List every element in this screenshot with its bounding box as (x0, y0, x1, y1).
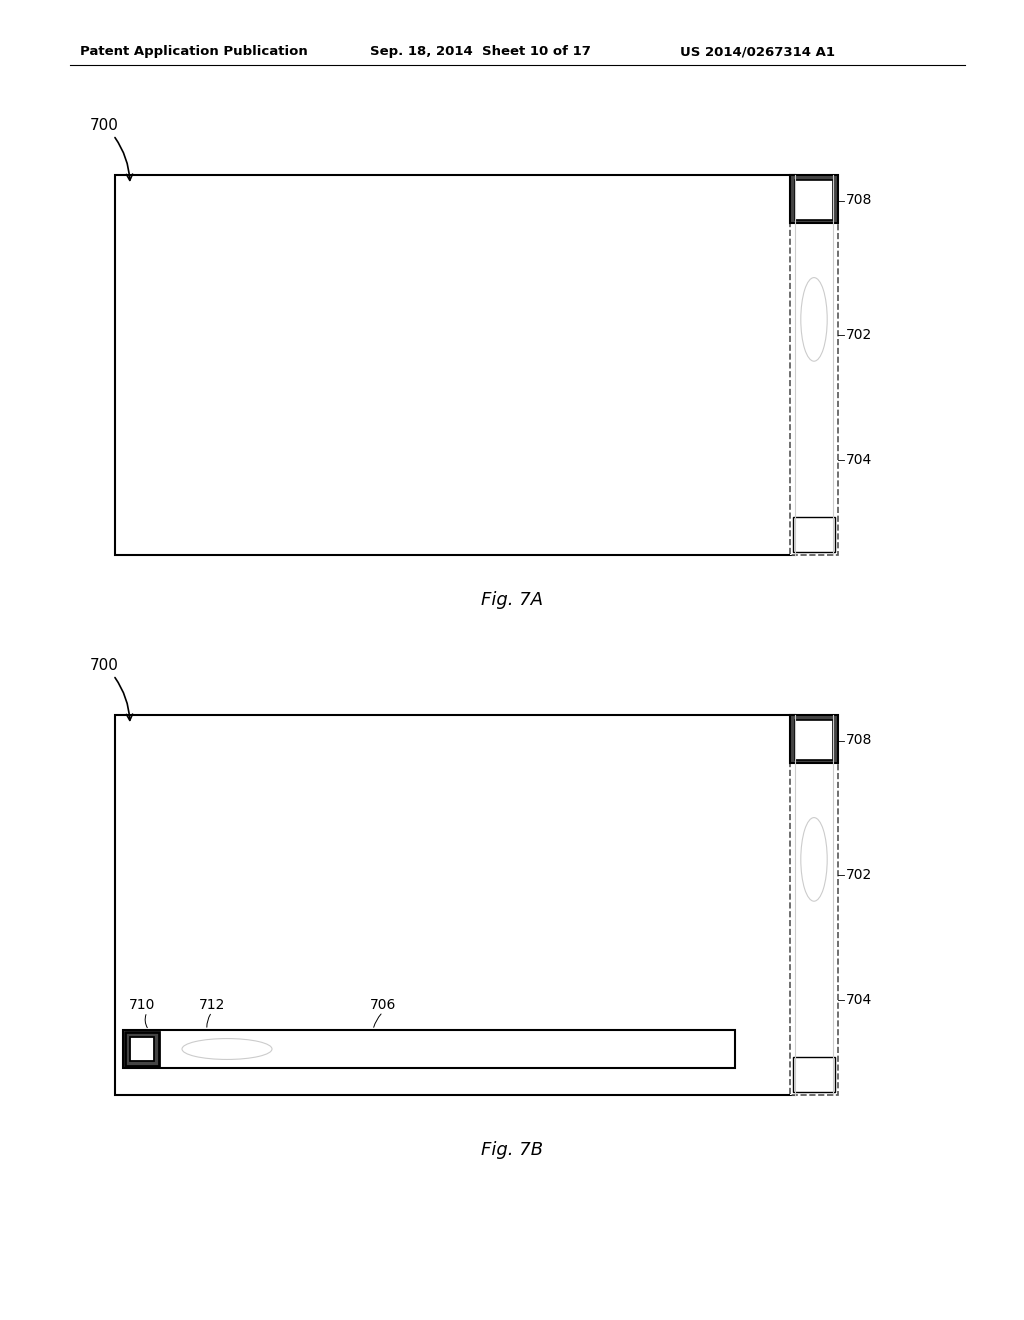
Ellipse shape (801, 817, 827, 902)
Bar (790, 176, 838, 554)
Bar (115, 176, 795, 554)
Text: Sep. 18, 2014  Sheet 10 of 17: Sep. 18, 2014 Sheet 10 of 17 (370, 45, 591, 58)
Text: 706: 706 (370, 998, 396, 1012)
Bar (115, 715, 795, 1096)
Text: 710: 710 (129, 998, 156, 1012)
Text: 700: 700 (90, 657, 132, 721)
Text: 708: 708 (846, 734, 872, 747)
Bar (795, 180, 833, 220)
Bar (793, 1057, 835, 1092)
Text: 702: 702 (846, 867, 872, 882)
Text: 704: 704 (846, 453, 872, 467)
Bar (790, 715, 838, 1096)
Ellipse shape (182, 1039, 272, 1060)
Bar (790, 715, 838, 763)
Text: Fig. 7B: Fig. 7B (481, 1140, 543, 1159)
Text: 702: 702 (846, 327, 872, 342)
Text: 708: 708 (846, 194, 872, 207)
Text: Fig. 7A: Fig. 7A (481, 591, 543, 609)
Bar (130, 1038, 154, 1061)
Bar (793, 517, 835, 552)
Text: Patent Application Publication: Patent Application Publication (80, 45, 308, 58)
Text: 700: 700 (90, 117, 132, 181)
Bar (790, 176, 838, 223)
Text: 712: 712 (199, 998, 225, 1012)
Text: US 2014/0267314 A1: US 2014/0267314 A1 (680, 45, 835, 58)
Ellipse shape (801, 277, 827, 362)
Text: 704: 704 (846, 993, 872, 1007)
Bar (795, 719, 833, 760)
Bar (123, 1030, 735, 1068)
Bar (125, 1032, 159, 1067)
